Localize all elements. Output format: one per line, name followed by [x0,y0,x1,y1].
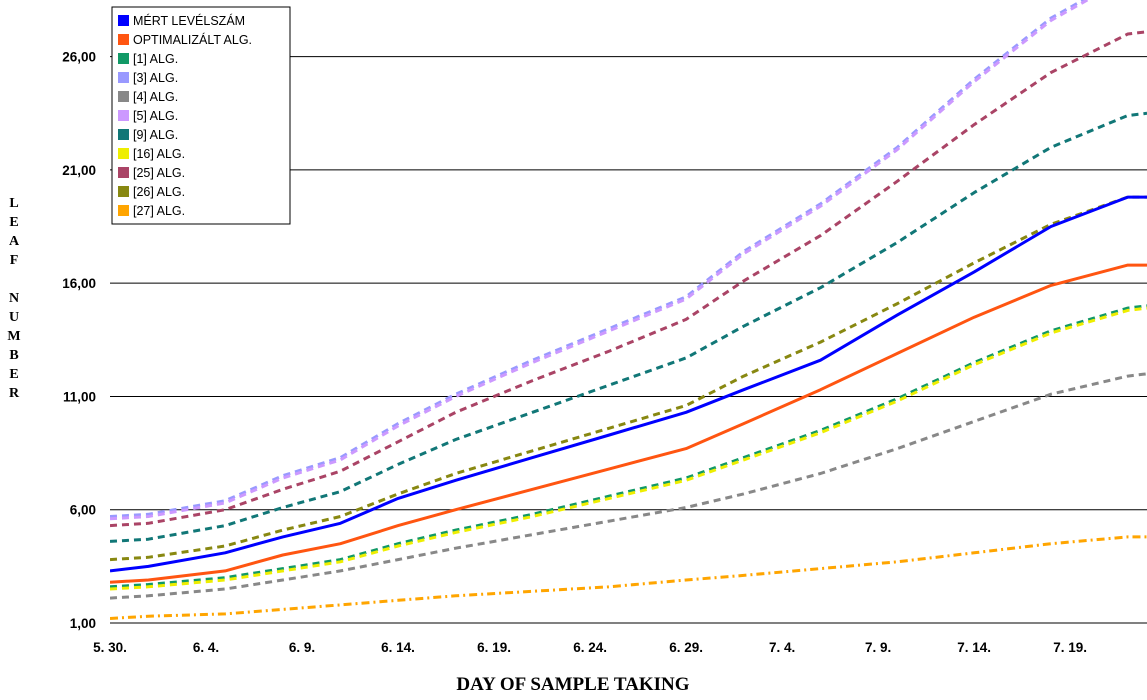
plot-area [110,0,1147,620]
y-axis-ticks: 1,00 6,00 11,00 16,00 21,00 26,00 [62,50,96,631]
legend-swatch [118,53,129,64]
x-tick-label: 5. 30. [93,640,127,655]
y-axis-title-letter: F [10,253,19,268]
y-tick-label: 11,00 [63,389,96,404]
legend-swatch [118,110,129,121]
series-line [110,195,1147,562]
legend-label: [26] ALG. [133,185,185,199]
x-axis-title: DAY OF SAMPLE TAKING [456,674,689,695]
series-line [110,0,1087,518]
series-line [110,263,1147,584]
legend-label: [1] ALG. [133,52,178,66]
legend-label: OPTIMALIZÁLT ALG. [133,32,252,47]
legend-swatch [118,15,129,26]
series-line [110,195,1147,573]
y-axis-title-letter: R [9,386,20,401]
y-axis-title-letter: L [9,196,18,211]
legend-label: [16] ALG. [133,147,185,161]
legend-swatch [118,186,129,197]
series-line [110,30,1147,528]
legend-swatch [118,167,129,178]
y-tick-label: 21,00 [62,163,96,178]
y-axis-title-letter: U [9,310,19,325]
y-axis-title-letter: B [9,348,18,363]
legend-swatch [118,34,129,45]
legend: MÉRT LEVÉLSZÁM OPTIMALIZÁLT ALG. [1] ALG. [… [111,6,291,225]
legend-swatch [118,129,129,140]
legend-label: [27] ALG. [133,204,185,218]
x-tick-label: 6. 29. [669,640,703,655]
y-tick-label: 1,00 [70,616,96,631]
legend-swatch [118,91,129,102]
y-axis-title-letter: M [7,329,20,344]
legend-box [111,6,291,225]
legend-label: [25] ALG. [133,166,185,180]
y-tick-label: 16,00 [62,276,96,291]
x-tick-label: 6. 4. [193,640,219,655]
y-tick-label: 26,00 [62,50,96,65]
legend-label: [5] ALG. [133,109,178,123]
series-line [110,111,1147,543]
x-axis-ticks: 5. 30. 6. 4. 6. 9. 6. 14. 6. 19. 6. 24. 6. 29.… [93,640,1087,655]
x-tick-label: 7. 19. [1053,640,1087,655]
legend-swatch [118,72,129,83]
series-line [110,306,1147,591]
series-line [110,0,1091,521]
y-tick-label: 6,00 [70,503,96,518]
x-tick-label: 6. 9. [289,640,315,655]
x-tick-label: 7. 4. [769,640,795,655]
x-tick-label: 6. 14. [381,640,415,655]
series-line [110,304,1147,589]
legend-label: MÉRT LEVÉLSZÁM [133,13,245,28]
x-tick-label: 7. 14. [957,640,991,655]
y-axis-title-letter: E [9,215,18,230]
series-line [110,372,1147,600]
x-tick-label: 7. 9. [865,640,891,655]
legend-label: [3] ALG. [133,71,178,85]
y-axis-title-letter: A [9,234,20,249]
y-axis-title-letter: E [9,367,18,382]
x-tick-label: 6. 24. [573,640,607,655]
gridlines [110,56,1147,624]
y-axis-title-letter: N [9,291,19,306]
x-tick-label: 6. 19. [477,640,511,655]
legend-label: [9] ALG. [133,128,178,142]
legend-label: [4] ALG. [133,90,178,104]
legend-swatch [118,205,129,216]
legend-swatch [118,148,129,159]
series-lines [110,0,1147,620]
